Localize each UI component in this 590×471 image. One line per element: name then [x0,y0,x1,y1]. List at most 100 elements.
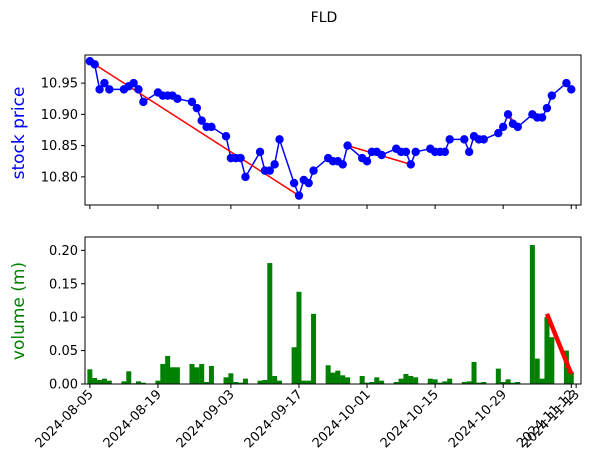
volume-bar [277,381,282,384]
price-point [538,113,546,121]
price-point [295,191,303,199]
volume-bar [296,292,301,384]
price-point [407,160,415,168]
volume-bar [428,379,433,384]
volume-bar [549,337,554,384]
volume-bar [126,371,131,384]
volume-bar [189,364,194,384]
price-point [441,148,449,156]
price-point [402,148,410,156]
volume-axes-frame [85,237,581,384]
xtick-label: 2024-09-03 [174,387,238,451]
volume-ytick-label: 0.15 [49,277,78,292]
volume-bar [360,376,365,384]
volume-bar [228,373,233,384]
price-point [91,60,99,68]
price-point [480,135,488,143]
price-point [377,151,385,159]
price-point [309,166,317,174]
volume-ytick-label: 0.05 [49,344,78,359]
price-point [499,123,507,131]
volume-bar [155,381,160,384]
price-point [270,160,278,168]
trend-segment [90,61,299,195]
price-ytick-label: 10.80 [41,170,78,185]
volume-bar [306,381,311,384]
price-point [290,179,298,187]
volume-bar [413,377,418,384]
xtick-label: 2024-10-01 [310,387,374,451]
price-point [275,135,283,143]
xtick-label: 2024-09-17 [242,387,306,451]
volume-bar [170,367,175,384]
volume-axis-label: volume (m) [9,262,29,360]
price-point [567,85,575,93]
volume-bar [107,381,112,384]
volume-bar [335,371,340,384]
price-point [339,160,347,168]
volume-bar [535,359,540,384]
volume-bar [165,356,170,384]
volume-bar [102,379,107,384]
price-ytick-label: 10.90 [41,108,78,123]
volume-ytick-label: 0.00 [49,378,78,393]
price-point [256,148,264,156]
volume-bar [506,379,511,384]
price-axis-label: stock price [9,87,29,180]
price-point [504,110,512,118]
volume-bar [175,367,180,384]
volume-bar [447,379,452,384]
price-point [236,154,244,162]
price-point [105,85,113,93]
chart-title: FLD [311,10,338,26]
price-point [139,98,147,106]
volume-bar [433,379,438,384]
price-axes-frame [85,55,581,205]
volume-bar [340,375,345,384]
volume-bar [224,377,229,384]
volume-bar [399,379,404,384]
volume-bar [92,378,97,384]
price-point [304,179,312,187]
volume-bar [199,364,204,384]
volume-bar [311,314,316,384]
xtick-label: 2024-08-19 [101,387,165,451]
price-point [193,104,201,112]
volume-bar [403,374,408,384]
price-point [460,135,468,143]
price-point [446,135,454,143]
volume-bar [472,362,477,384]
price-point [411,148,419,156]
price-line [90,61,571,195]
volume-bar [379,381,384,384]
price-point [207,123,215,131]
price-point [514,123,522,131]
volume-ytick-label: 0.10 [49,311,78,326]
volume-bar [243,379,248,384]
volume-bar [331,373,336,384]
volume-bar [258,381,263,384]
volume-bar [530,245,535,384]
price-point [363,157,371,165]
volume-bar [540,379,545,384]
volume-bar [209,366,214,384]
price-ytick-label: 10.85 [41,139,78,154]
volume-bar [292,347,297,384]
volume-bar [272,376,277,384]
price-point [241,173,249,181]
xtick-label: 2024-10-29 [446,387,510,451]
volume-bar [267,263,272,384]
price-point [543,104,551,112]
xtick-label: 2024-10-15 [378,387,442,451]
xtick-label: 2024-08-05 [33,387,97,451]
price-point [134,85,142,93]
volume-bar [374,377,379,384]
volume-panel: 0.000.050.100.150.202024-08-05 2024-08-19… [33,237,583,451]
price-point [465,148,473,156]
volume-bar [301,381,306,384]
volume-bar [87,369,92,384]
price-point [548,91,556,99]
volume-bar [408,376,413,384]
volume-bar [496,369,501,384]
